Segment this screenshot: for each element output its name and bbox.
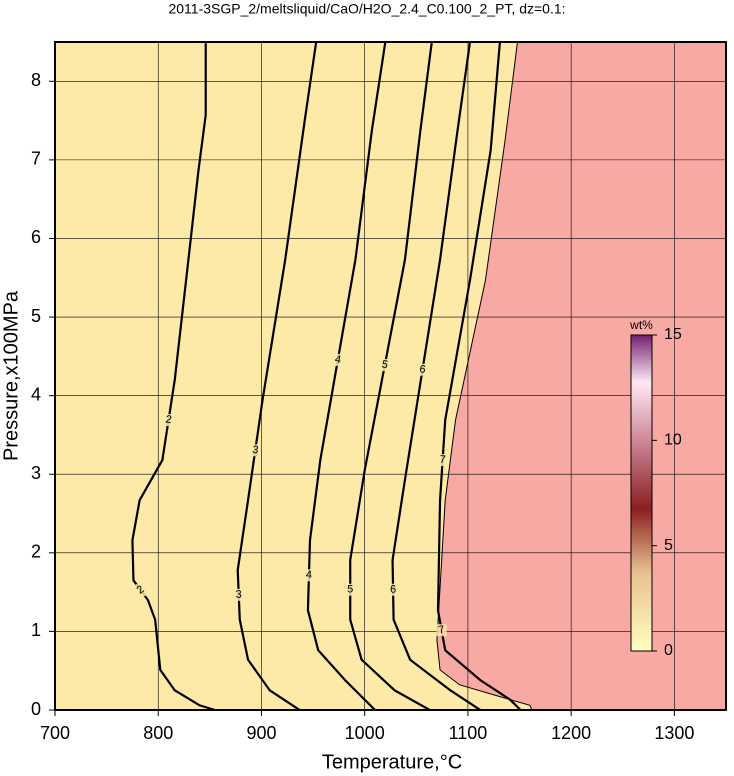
y-tick-label: 2 xyxy=(31,542,41,562)
contour-label-bg xyxy=(233,588,244,601)
contour-line xyxy=(236,42,318,710)
x-tick-label: 700 xyxy=(40,723,70,743)
contour-line xyxy=(391,42,481,710)
contour-label: 6 xyxy=(390,584,396,596)
colorbar-tick-label: 0 xyxy=(664,642,673,659)
contour-label: 6 xyxy=(419,363,427,376)
contour-label-bg xyxy=(417,363,428,376)
contour-line xyxy=(131,42,216,710)
contour-label-bg xyxy=(437,454,448,467)
contour-label-bg xyxy=(379,358,390,371)
colorbar-tick-label: 5 xyxy=(664,537,673,554)
x-axis-label: Temperature,°C xyxy=(322,751,462,773)
x-tick-label: 1200 xyxy=(551,723,591,743)
y-tick-label: 8 xyxy=(31,70,41,90)
colorbar xyxy=(630,334,653,652)
contour-label-bg xyxy=(303,569,314,582)
contour-label-bg xyxy=(436,624,447,637)
contour-label: 5 xyxy=(347,584,353,596)
x-tick-label: 900 xyxy=(246,723,276,743)
contour-label: 3 xyxy=(235,589,242,601)
y-tick-label: 3 xyxy=(31,463,41,483)
y-tick-label: 7 xyxy=(31,149,41,169)
contour-label: 7 xyxy=(438,624,446,637)
chart-title: 2011-3SGP_2/meltsliquid/CaO/H2O_2.4_C0.1… xyxy=(168,1,565,17)
contour-label-bg xyxy=(332,353,343,366)
contour-label: 2 xyxy=(165,414,173,427)
contour-label: 4 xyxy=(306,569,312,581)
contour-label-bg xyxy=(163,414,174,427)
y-tick-label: 5 xyxy=(31,306,41,326)
contour-label-bg xyxy=(250,444,261,457)
plot-frame xyxy=(54,41,727,711)
overlay: 700 800 900 1000 1100 1200 1300 0 1 2 3 4 5 6 7 8 wt% 0 5 1… xyxy=(31,41,727,743)
contour-label: 5 xyxy=(381,358,389,371)
contour-line xyxy=(349,42,433,710)
x-tick-label: 1300 xyxy=(654,723,694,743)
contour-label: 3 xyxy=(251,444,259,457)
contour-label-bg xyxy=(345,583,356,596)
contour-label: 7 xyxy=(439,454,446,466)
x-tick-label: 1000 xyxy=(345,723,385,743)
colorbar-tick-label: 10 xyxy=(664,432,682,449)
colorbar-tick-label: 15 xyxy=(664,326,682,343)
contour-label-bg xyxy=(388,583,399,596)
contour-label: 4 xyxy=(334,353,342,366)
contour-line xyxy=(436,42,522,710)
x-tick-label: 1100 xyxy=(449,723,488,743)
y-tick-label: 0 xyxy=(31,699,41,719)
contour-line xyxy=(306,42,387,710)
y-axis-label: Pressure,x100MPa xyxy=(0,290,22,461)
y-tick-label: 6 xyxy=(31,227,41,247)
y-tick-label: 1 xyxy=(31,620,41,640)
y-tick-label: 4 xyxy=(31,384,41,404)
colorbar-label: wt% xyxy=(629,318,653,332)
contour-label-bg xyxy=(135,584,146,597)
x-tick-label: 800 xyxy=(143,723,173,743)
